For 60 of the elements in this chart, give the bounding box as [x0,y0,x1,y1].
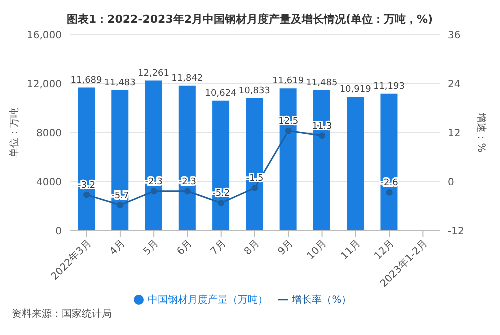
legend-label: 增长率（%） [292,295,352,306]
bar [347,97,364,231]
bar [246,98,264,231]
point [252,184,258,192]
data-label: -5.7 [112,191,130,202]
y2-tick-label: 36 [448,30,461,42]
data-label: 10,624 [205,88,238,99]
y-axis-title: 单位：万吨 [8,108,21,158]
bar [280,88,297,231]
data-label: 11,485 [306,78,338,88]
bar [178,86,196,231]
y2-tick-label: 0 [448,178,454,189]
y-tick-label: 0 [56,226,62,238]
data-label: -3.2 [78,181,96,192]
x-tick-label: 10月 [306,238,330,262]
data-label: -1.5 [246,174,264,184]
x-tick-label: 12月 [372,238,397,262]
bar [212,100,230,231]
chart-title: 图表1：2022-2023年2月中国钢材月度产量及增长情况(单位：万吨，%) [66,12,434,27]
data-label: -5.2 [212,189,230,200]
x-tick-label: 8月 [242,238,262,258]
point [117,202,124,209]
y2-tick-label: 12 [448,128,461,140]
data-label: -2.3 [178,177,197,188]
y2-axis-title: 增速：% [475,112,488,153]
x-tick-label: 7月 [209,238,229,258]
data-label: 11,483 [104,78,136,88]
data-label: 12,261 [138,68,170,79]
point [285,128,292,134]
y-tick-label: 8000 [36,128,62,140]
y-tick-label: 12,000 [27,80,62,91]
x-tick-label: 11月 [339,238,364,262]
y-tick-label: 16,000 [27,30,62,42]
y2-tick-label: 24 [448,80,461,91]
point [184,188,191,195]
y2-tick-label: -12 [448,226,464,238]
bar [313,90,330,231]
point [218,200,225,206]
point [319,132,326,140]
point [150,188,158,195]
data-label: 10,833 [238,86,270,96]
data-label: 11,619 [272,76,304,87]
y-tick-label: 4000 [36,178,62,189]
data-label: -2.3 [145,177,163,188]
data-label: 11,689 [70,76,103,86]
legend-label: 中国钢材月度产量（万吨） [148,295,268,306]
x-tick-label: 4月 [108,238,128,258]
data-label: 10,919 [340,85,372,96]
x-tick-label: 6月 [176,238,195,258]
bar [112,90,129,231]
text: 资料来源：国家统计局 [11,308,113,321]
x-tick-label: 9月 [276,238,296,258]
point [386,189,393,196]
bar [145,80,162,231]
x-tick-label: 5月 [142,238,162,258]
bar [380,94,398,231]
bar [78,88,95,231]
point [84,192,90,198]
data-label: 11,193 [373,82,405,92]
data-label: 11,842 [172,74,204,84]
